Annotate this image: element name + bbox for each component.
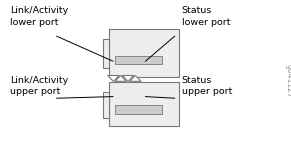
Bar [109, 29, 179, 77]
Text: Status
upper port: Status upper port [182, 76, 232, 96]
Bar [115, 56, 162, 64]
Text: Link/Activity
lower port: Link/Activity lower port [10, 6, 68, 27]
Polygon shape [122, 76, 134, 81]
Polygon shape [108, 76, 119, 81]
Bar [103, 92, 109, 118]
Polygon shape [129, 76, 141, 81]
Text: g041127: g041127 [285, 64, 291, 97]
Bar [109, 82, 179, 126]
Text: Status
lower port: Status lower port [182, 6, 230, 27]
Bar [103, 39, 109, 68]
Polygon shape [115, 76, 127, 81]
Bar [115, 105, 162, 114]
Text: Link/Activity
upper port: Link/Activity upper port [10, 76, 68, 96]
